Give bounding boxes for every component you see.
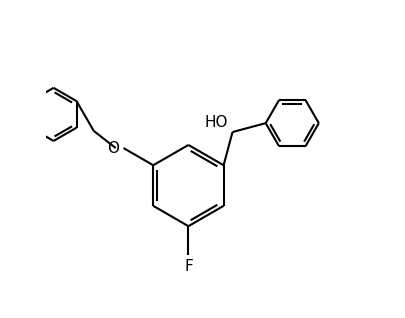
Text: F: F — [184, 259, 193, 273]
Text: O: O — [107, 141, 119, 156]
Text: HO: HO — [205, 114, 228, 129]
